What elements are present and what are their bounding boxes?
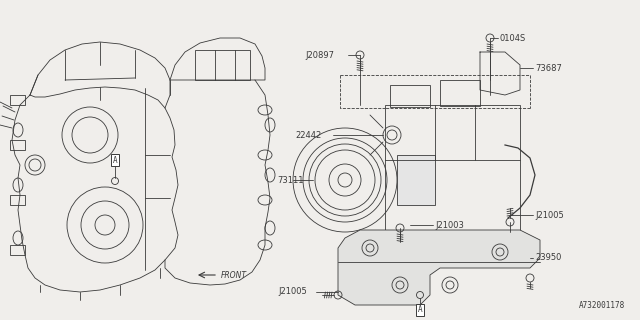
Bar: [390, 85, 430, 107]
Polygon shape: [338, 230, 540, 305]
Text: A: A: [418, 306, 422, 315]
Text: A732001178: A732001178: [579, 301, 625, 310]
Bar: [10, 245, 25, 255]
Text: FRONT: FRONT: [221, 270, 247, 279]
Text: 23950: 23950: [535, 253, 561, 262]
Text: 0104S: 0104S: [500, 34, 526, 43]
Bar: [195, 50, 250, 80]
Text: J21005: J21005: [278, 287, 307, 297]
Bar: [10, 195, 25, 205]
Bar: [10, 95, 25, 105]
Text: 73111: 73111: [277, 175, 303, 185]
Text: J21003: J21003: [435, 220, 464, 229]
Bar: [10, 140, 25, 150]
Bar: [440, 80, 480, 106]
Bar: [385, 105, 520, 230]
Bar: [397, 155, 435, 205]
Text: A: A: [113, 156, 117, 164]
Text: 22442: 22442: [295, 131, 321, 140]
Text: 73687: 73687: [535, 63, 562, 73]
Text: J21005: J21005: [535, 211, 564, 220]
Text: J20897: J20897: [305, 51, 334, 60]
